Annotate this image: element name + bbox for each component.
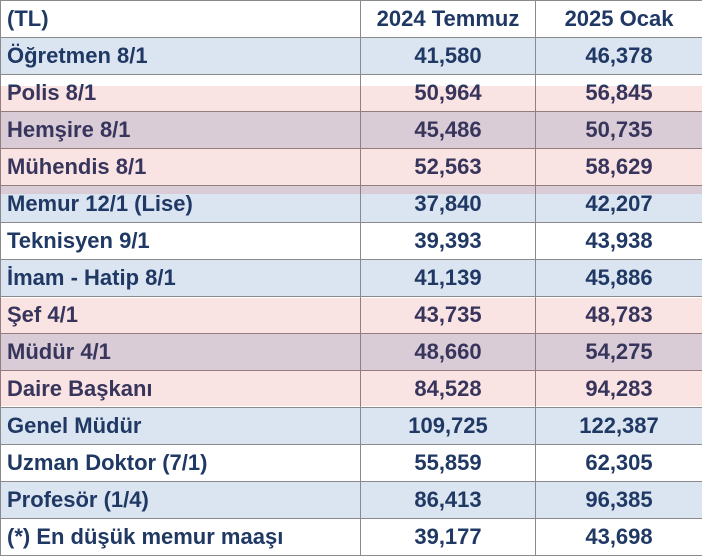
occupation-cell: Uzman Doktor (7/1) [0, 444, 361, 482]
salary-2024-cell: 55,859 [360, 444, 536, 482]
occupation-cell: Şef 4/1 [0, 296, 361, 334]
table-row: İmam - Hatip 8/1 41,139 45,886 [0, 259, 702, 297]
salary-2025-cell: 96,385 [535, 481, 702, 519]
table-row: Öğretmen 8/1 41,580 46,378 [0, 37, 702, 75]
table-row: Müdür 4/1 48,660 54,275 [0, 333, 702, 371]
occupation-cell: (*) En düşük memur maaşı [0, 518, 361, 556]
table-row: Hemşire 8/1 45,486 50,735 [0, 111, 702, 149]
salary-2024-cell: 45,486 [360, 111, 536, 149]
occupation-cell: Müdür 4/1 [0, 333, 361, 371]
salary-2024-cell: 37,840 [360, 185, 536, 223]
salary-2024-cell: 52,563 [360, 148, 536, 186]
salary-2024-cell: 43,735 [360, 296, 536, 334]
salary-2025-cell: 45,886 [535, 259, 702, 297]
salary-2025-cell: 43,938 [535, 222, 702, 260]
occupation-cell: Öğretmen 8/1 [0, 37, 361, 75]
salary-2024-cell: 109,725 [360, 407, 536, 445]
occupation-cell: Memur 12/1 (Lise) [0, 185, 361, 223]
occupation-cell: Profesör (1/4) [0, 481, 361, 519]
header-currency: (TL) [0, 0, 361, 38]
occupation-cell: Daire Başkanı [0, 370, 361, 408]
occupation-cell: Polis 8/1 [0, 74, 361, 112]
table-row: Genel Müdür 109,725 122,387 [0, 407, 702, 445]
salary-2025-cell: 62,305 [535, 444, 702, 482]
header-2024-temmuz: 2024 Temmuz [360, 0, 536, 38]
table-row: Memur 12/1 (Lise) 37,840 42,207 [0, 185, 702, 223]
salary-2024-cell: 48,660 [360, 333, 536, 371]
table-row: Uzman Doktor (7/1) 55,859 62,305 [0, 444, 702, 482]
table-row: Mühendis 8/1 52,563 58,629 [0, 148, 702, 186]
occupation-cell: Genel Müdür [0, 407, 361, 445]
header-2025-ocak: 2025 Ocak [535, 0, 702, 38]
table-row: Daire Başkanı 84,528 94,283 [0, 370, 702, 408]
salary-2025-cell: 46,378 [535, 37, 702, 75]
salary-2024-cell: 39,177 [360, 518, 536, 556]
salary-2024-cell: 41,139 [360, 259, 536, 297]
occupation-cell: Teknisyen 9/1 [0, 222, 361, 260]
salary-2025-cell: 48,783 [535, 296, 702, 334]
salary-2025-cell: 42,207 [535, 185, 702, 223]
salary-2025-cell: 43,698 [535, 518, 702, 556]
salary-2024-cell: 84,528 [360, 370, 536, 408]
salary-2025-cell: 58,629 [535, 148, 702, 186]
occupation-cell: Mühendis 8/1 [0, 148, 361, 186]
occupation-cell: Hemşire 8/1 [0, 111, 361, 149]
salary-2025-cell: 94,283 [535, 370, 702, 408]
salary-2025-cell: 50,735 [535, 111, 702, 149]
table-row: Profesör (1/4) 86,413 96,385 [0, 481, 702, 519]
table-row: Teknisyen 9/1 39,393 43,938 [0, 222, 702, 260]
occupation-cell: İmam - Hatip 8/1 [0, 259, 361, 297]
table-row: Polis 8/1 50,964 56,845 [0, 74, 702, 112]
salary-2024-cell: 41,580 [360, 37, 536, 75]
table-row: Şef 4/1 43,735 48,783 [0, 296, 702, 334]
salary-2024-cell: 39,393 [360, 222, 536, 260]
table-row: (*) En düşük memur maaşı 39,177 43,698 [0, 518, 702, 556]
salary-2024-cell: 50,964 [360, 74, 536, 112]
salary-2024-cell: 86,413 [360, 481, 536, 519]
salary-2025-cell: 56,845 [535, 74, 702, 112]
salary-2025-cell: 122,387 [535, 407, 702, 445]
table-header-row: (TL) 2024 Temmuz 2025 Ocak [0, 0, 702, 38]
salary-2025-cell: 54,275 [535, 333, 702, 371]
